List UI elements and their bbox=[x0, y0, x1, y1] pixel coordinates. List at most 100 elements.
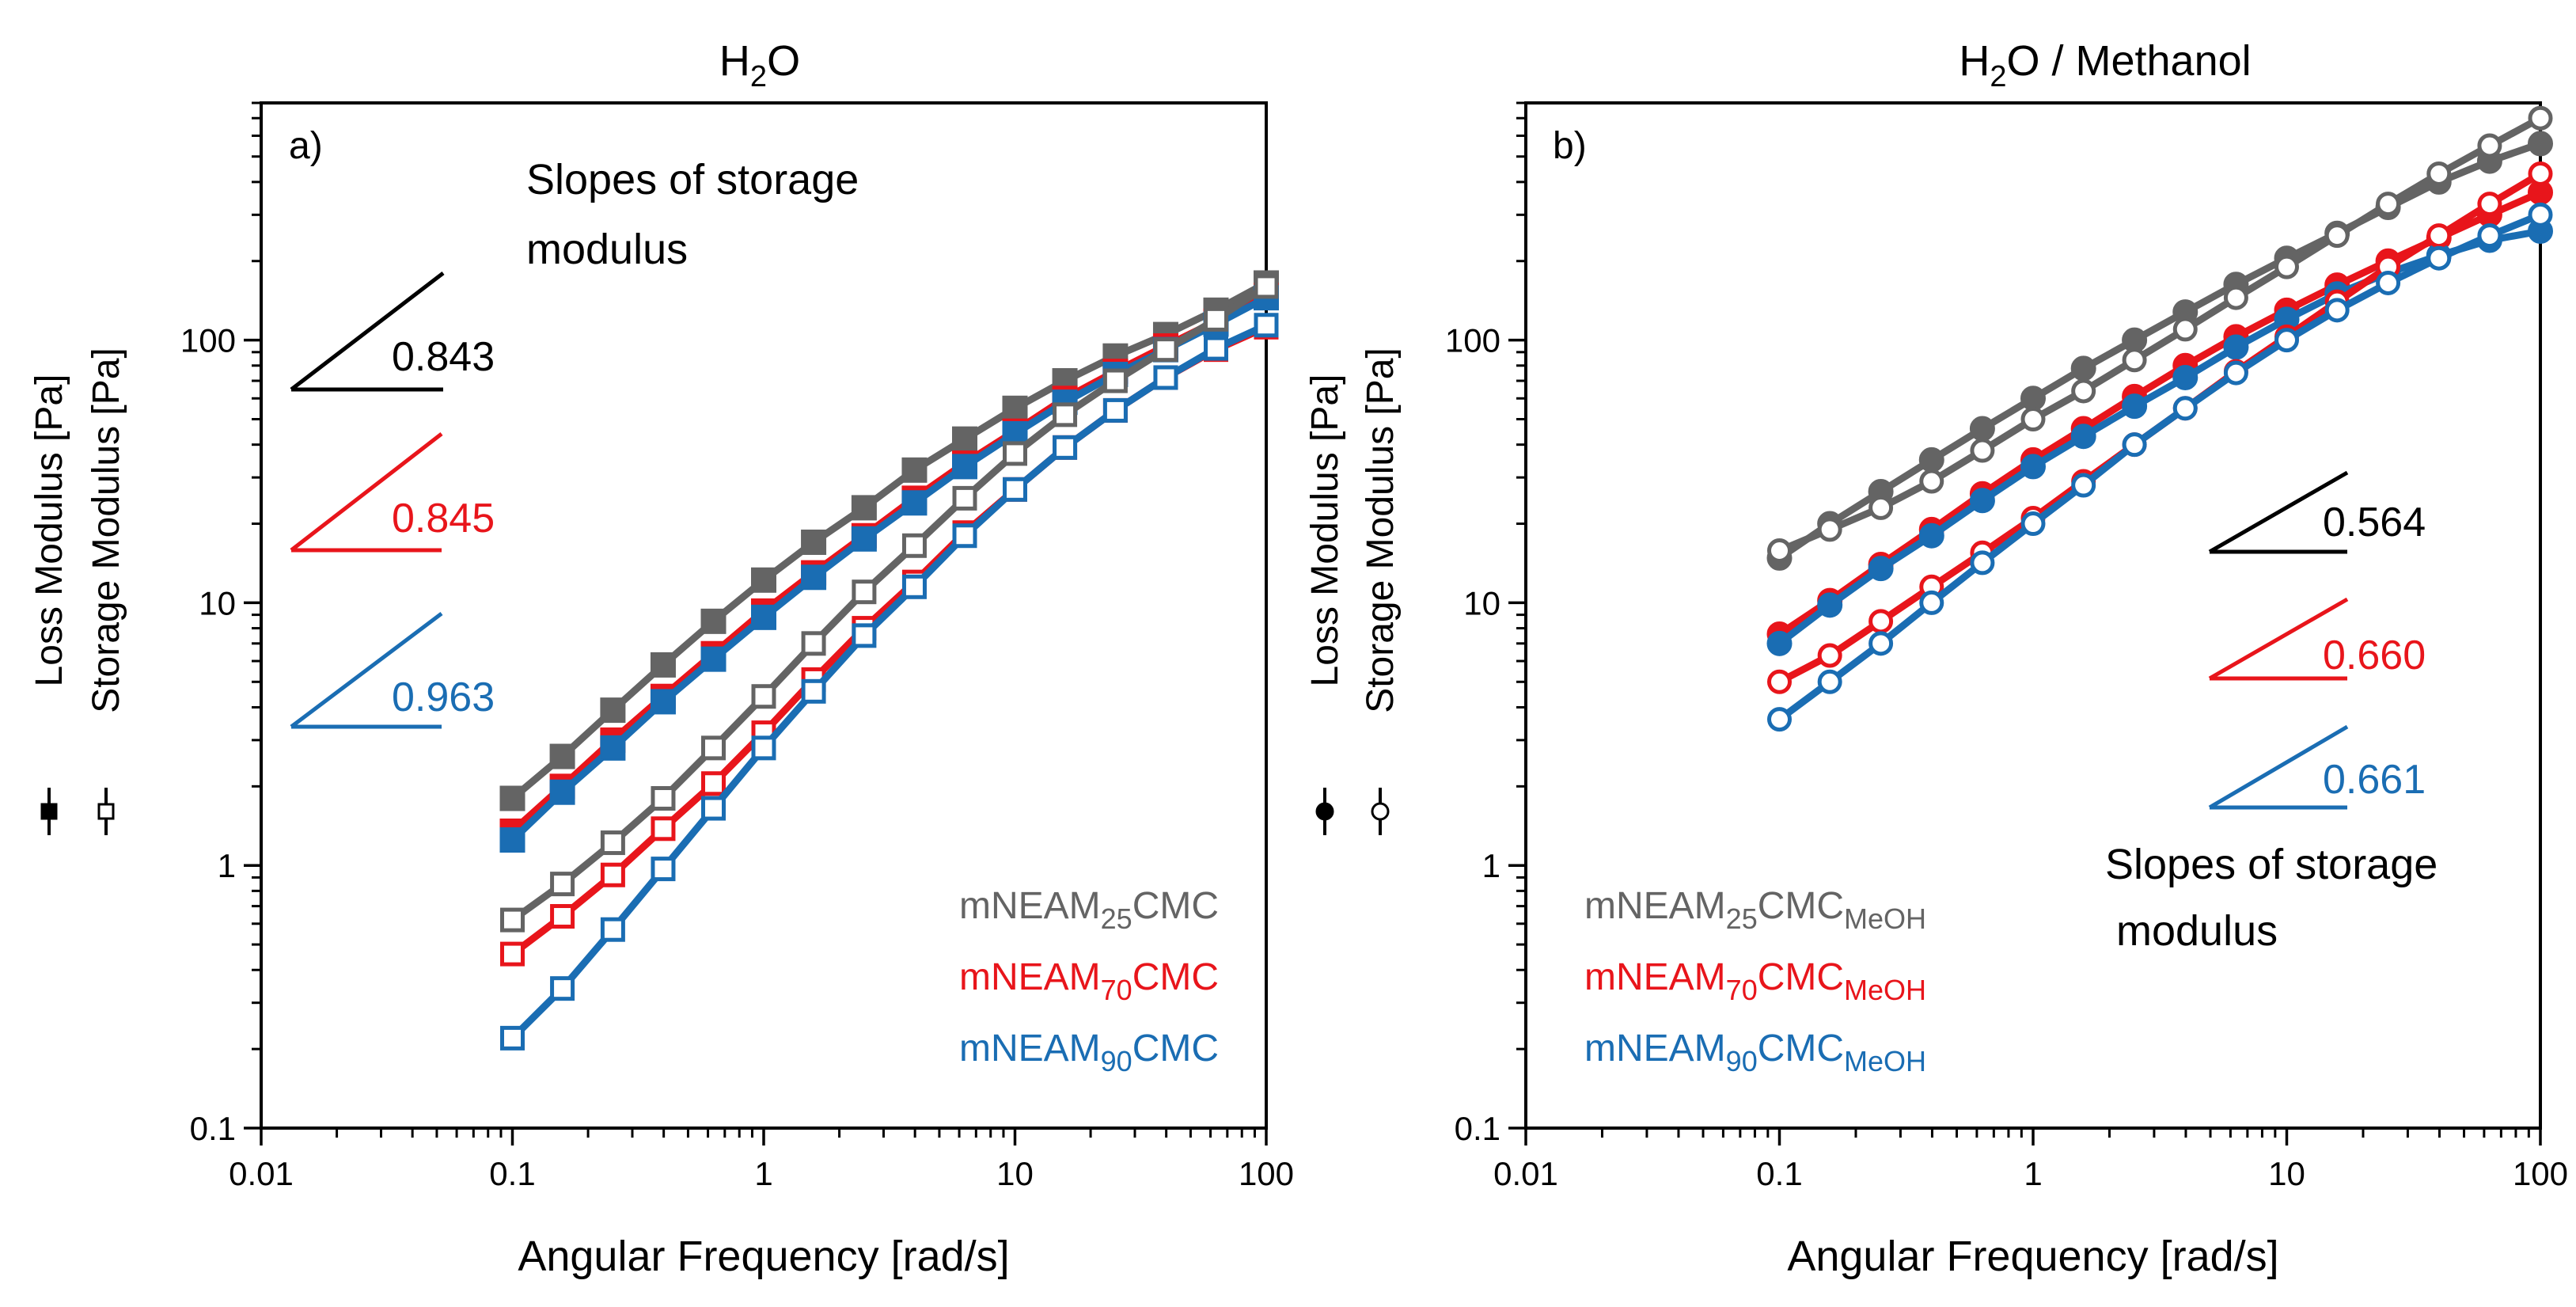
y-axis-label-storage: Storage Modulus [Pa] bbox=[85, 348, 127, 835]
slope-value: 0.564 bbox=[2323, 500, 2426, 545]
data-point bbox=[852, 579, 877, 605]
data-point bbox=[2477, 223, 2502, 249]
data-point bbox=[2122, 393, 2148, 420]
data-point bbox=[1918, 522, 1944, 549]
data-point bbox=[500, 1025, 525, 1051]
data-point bbox=[751, 567, 776, 593]
x-tick-label: 0.1 bbox=[489, 1155, 535, 1192]
series-mNEAM25CMCMeOH-storage bbox=[1767, 105, 2553, 564]
series-line bbox=[510, 283, 1269, 923]
data-point bbox=[1817, 643, 1842, 668]
data-point bbox=[2223, 334, 2249, 360]
data-point bbox=[499, 827, 525, 853]
data-point bbox=[851, 495, 877, 521]
data-point bbox=[600, 697, 626, 724]
data-point bbox=[952, 485, 977, 511]
data-point bbox=[1204, 306, 1229, 332]
slope-triangle: 0.564 bbox=[2208, 470, 2426, 554]
slopes-caption-line: modulus bbox=[2116, 907, 2278, 955]
y-tick-label: 10 bbox=[1463, 584, 1500, 621]
x-tick-label: 0.01 bbox=[229, 1155, 294, 1192]
data-point bbox=[1970, 550, 1995, 576]
y-tick-label: 1 bbox=[218, 847, 236, 884]
x-axis: 0.01 0.1 1 10 100 bbox=[1493, 1128, 2568, 1192]
data-point bbox=[499, 785, 525, 811]
slope-value: 0.843 bbox=[392, 334, 495, 380]
series-line bbox=[510, 321, 1268, 1041]
data-point bbox=[2223, 360, 2248, 386]
series-line bbox=[510, 279, 1269, 801]
x-axis-label: Angular Frequency [rad/s] bbox=[518, 1233, 1009, 1280]
x-tick-label: 10 bbox=[996, 1155, 1034, 1192]
slopes-annotation: Slopes of storage modulus 0.843 0.845 0.963 bbox=[290, 156, 859, 729]
data-point bbox=[701, 796, 727, 821]
legend-entry: mNEAM25CMCMeOH bbox=[1584, 885, 1926, 935]
legend-entry: mNEAM70CMC bbox=[959, 956, 1219, 1006]
data-point bbox=[2376, 192, 2401, 217]
data-point bbox=[901, 490, 928, 516]
data-point bbox=[1868, 495, 1894, 520]
slope-triangle: 0.843 bbox=[290, 272, 495, 392]
y-axis-label-loss-text: Loss Modulus [Pa] bbox=[1304, 374, 1346, 687]
data-point bbox=[2324, 223, 2350, 249]
slopes-caption-line: modulus bbox=[526, 226, 688, 273]
data-point bbox=[952, 454, 978, 480]
data-point bbox=[2020, 454, 2046, 480]
y-axis-label-storage-text: Storage Modulus [Pa] bbox=[85, 348, 127, 713]
legend: mNEAM25CMCMeOH mNEAM70CMCMeOH mNEAM90CMCMe… bbox=[1584, 885, 1926, 1077]
x-axis-label: Angular Frequency [rad/s] bbox=[1787, 1233, 2278, 1280]
y-axis: 0.1 1 10 100 bbox=[1445, 101, 1526, 1147]
x-tick-label: 10 bbox=[2268, 1155, 2305, 1192]
data-point bbox=[500, 907, 525, 933]
data-point bbox=[1254, 313, 1279, 338]
data-point bbox=[2172, 396, 2198, 421]
series-line bbox=[1777, 115, 2543, 554]
data-point bbox=[1102, 397, 1128, 423]
data-point bbox=[600, 862, 625, 887]
data-point bbox=[1153, 337, 1178, 363]
legend-entry: mNEAM90CMCMeOH bbox=[1584, 1028, 1926, 1077]
data-point bbox=[852, 623, 877, 648]
data-point bbox=[600, 830, 625, 856]
legend-entry: mNEAM25CMC bbox=[959, 885, 1219, 935]
data-point bbox=[549, 743, 575, 769]
slopes-caption-line: Slopes of storage bbox=[526, 156, 859, 203]
data-point bbox=[500, 941, 525, 967]
series-mNEAM25CMC-storage bbox=[500, 274, 1279, 933]
y-tick-label: 0.1 bbox=[190, 1110, 236, 1147]
data-point bbox=[2528, 131, 2553, 157]
y-axis-label-storage-text: Storage Modulus [Pa] bbox=[1360, 348, 1402, 713]
data-point bbox=[2477, 133, 2502, 158]
slope-value: 0.661 bbox=[2323, 757, 2426, 803]
x-axis: 0.01 0.1 1 10 100 bbox=[229, 1128, 1294, 1192]
filled-circle-key-icon bbox=[1315, 802, 1334, 821]
data-point bbox=[600, 917, 625, 942]
panel-label: a) bbox=[289, 125, 323, 167]
data-point bbox=[2426, 223, 2452, 249]
data-point bbox=[1817, 669, 1842, 694]
data-point bbox=[2274, 254, 2299, 279]
y-axis-label-loss: Loss Modulus [Pa] bbox=[28, 374, 70, 835]
legend: mNEAM25CMC mNEAM70CMC mNEAM90CMC bbox=[959, 885, 1219, 1077]
legend-entry: mNEAM90CMC bbox=[959, 1028, 1219, 1077]
panel-label: b) bbox=[1553, 125, 1587, 167]
data-series bbox=[499, 270, 1279, 1051]
data-point bbox=[700, 646, 727, 672]
data-point bbox=[952, 426, 978, 452]
data-point bbox=[1969, 488, 1995, 514]
data-point bbox=[1868, 609, 1894, 634]
data-point bbox=[1868, 556, 1894, 582]
data-point bbox=[700, 608, 727, 634]
x-tick-label: 100 bbox=[2513, 1155, 2568, 1192]
data-point bbox=[651, 857, 676, 882]
data-point bbox=[1102, 368, 1128, 393]
data-point bbox=[2172, 317, 2198, 342]
data-point bbox=[701, 735, 727, 761]
data-point bbox=[1767, 707, 1792, 732]
data-point bbox=[1766, 630, 1793, 656]
data-point bbox=[2528, 105, 2553, 131]
data-point bbox=[901, 574, 927, 599]
data-point bbox=[1003, 477, 1027, 502]
data-point bbox=[1254, 274, 1279, 299]
